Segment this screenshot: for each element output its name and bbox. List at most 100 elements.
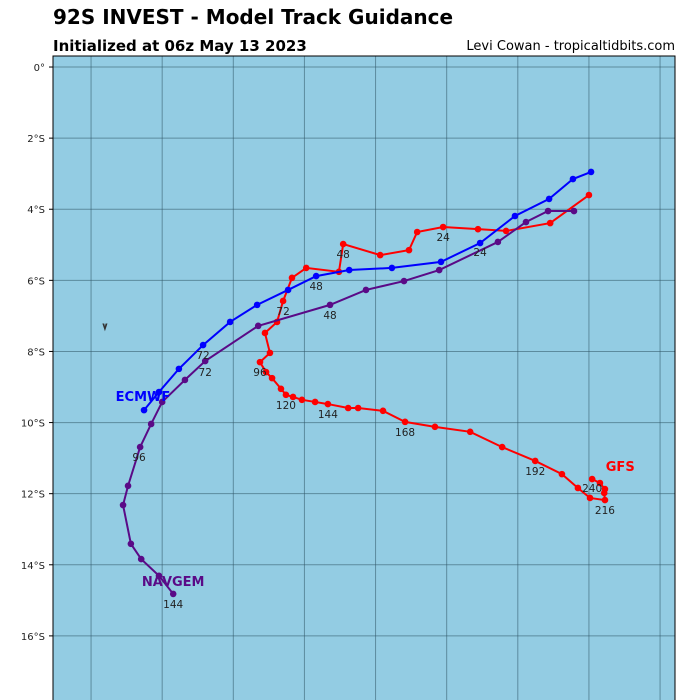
track-point-navgem [570, 207, 578, 215]
y-tick-label: 6°S [27, 276, 45, 287]
track-point-gfs [354, 404, 362, 412]
track-point-gfs [588, 475, 596, 483]
track-point-gfs [596, 479, 604, 487]
track-point-gfs [324, 400, 332, 408]
track-point-gfs [431, 423, 439, 431]
track-point-ecmwf [437, 258, 445, 266]
y-tick-label: 12°S [21, 490, 45, 501]
track-point-gfs [256, 358, 264, 366]
track-point-ecmwf [140, 406, 148, 414]
forecast-hour-label: 240 [582, 483, 602, 495]
track-point-navgem [544, 207, 552, 215]
forecast-hour-label: 96 [132, 452, 146, 464]
y-tick-label: 10°S [21, 419, 45, 430]
track-point-gfs [379, 407, 387, 415]
y-tick-label: 2°S [27, 134, 45, 145]
track-point-gfs [289, 393, 297, 401]
track-point-gfs [344, 404, 352, 412]
forecast-hour-label: 48 [309, 281, 322, 293]
track-point-gfs [546, 219, 554, 227]
track-point-gfs [474, 225, 482, 233]
forecast-hour-label: 72 [276, 306, 289, 318]
track-point-ecmwf [345, 266, 353, 274]
forecast-hour-label: 120 [276, 400, 296, 412]
y-tick-label: 4°S [27, 205, 45, 216]
track-point-gfs [288, 274, 296, 282]
forecast-hour-label: 216 [595, 505, 615, 517]
track-point-navgem [326, 301, 334, 309]
track-point-navgem [124, 482, 132, 490]
credit: Levi Cowan - tropicaltidbits.com [466, 39, 675, 54]
track-point-navgem [147, 420, 155, 428]
track-point-navgem [400, 277, 408, 285]
track-point-navgem [181, 376, 189, 384]
forecast-hour-label: 144 [163, 599, 183, 611]
track-point-navgem [254, 322, 262, 330]
track-point-ecmwf [253, 301, 261, 309]
forecast-hour-label: 72 [199, 367, 212, 379]
track-point-ecmwf [175, 365, 183, 373]
track-point-navgem [136, 443, 144, 451]
chart-title: 92S INVEST - Model Track Guidance [53, 5, 454, 29]
track-point-gfs [262, 368, 270, 376]
plot-frame [52, 55, 676, 700]
track-point-gfs [601, 485, 609, 493]
track-line-ecmwf [143, 170, 592, 411]
track-point-gfs [268, 374, 276, 382]
track-point-gfs [439, 223, 447, 231]
track-point-navgem [169, 590, 177, 598]
track-point-gfs [279, 297, 287, 305]
forecast-hour-label: 144 [318, 409, 338, 421]
model-name-label: GFS [606, 460, 635, 475]
track-line-navgem [122, 210, 575, 595]
forecast-hour-label: 48 [337, 249, 350, 261]
track-point-gfs [339, 240, 347, 248]
track-point-gfs [585, 191, 593, 199]
track-point-ecmwf [545, 195, 553, 203]
track-point-gfs [586, 494, 594, 502]
track-point-gfs [413, 228, 421, 236]
track-point-gfs [498, 443, 506, 451]
track-point-ecmwf [388, 264, 396, 272]
track-point-navgem [435, 266, 443, 274]
track-point-navgem [522, 218, 530, 226]
forecast-hour-label: 192 [525, 466, 545, 478]
track-point-gfs [601, 496, 609, 504]
y-tick-label: 14°S [21, 561, 45, 572]
track-point-gfs [282, 391, 290, 399]
model-name-label: ECMWF [116, 390, 171, 405]
init-time: Initialized at 06z May 13 2023 [53, 37, 307, 55]
track-point-ecmwf [226, 318, 234, 326]
y-tick-label: 8°S [27, 347, 45, 358]
forecast-hour-label: 72 [196, 350, 209, 362]
track-point-navgem [201, 357, 209, 365]
track-point-gfs [266, 349, 274, 357]
track-point-ecmwf [284, 286, 292, 294]
y-tick-label: 16°S [21, 632, 45, 643]
forecast-hour-label: 24 [473, 247, 487, 259]
track-point-gfs [502, 227, 510, 235]
track-point-gfs [302, 264, 310, 272]
forecast-hour-label: 48 [323, 310, 336, 322]
y-tick-label: 0° [34, 63, 45, 74]
track-point-navgem [137, 555, 145, 563]
track-point-ecmwf [312, 272, 320, 280]
track-point-ecmwf [476, 239, 484, 247]
track-point-navgem [155, 572, 163, 580]
forecast-hour-label: 96 [253, 367, 267, 379]
track-point-navgem [158, 398, 166, 406]
track-point-ecmwf [587, 168, 595, 176]
track-point-gfs [401, 418, 409, 426]
track-point-ecmwf [569, 175, 577, 183]
track-point-navgem [119, 501, 127, 509]
ocean-background [53, 56, 675, 700]
track-point-navgem [494, 238, 502, 246]
forecast-hour-label: 168 [395, 427, 415, 439]
track-point-gfs [277, 385, 285, 393]
model-name-label: NAVGEM [142, 575, 205, 590]
track-point-gfs [531, 457, 539, 465]
track-point-navgem [362, 286, 370, 294]
track-point-ecmwf [155, 388, 163, 396]
track-point-gfs [405, 246, 413, 254]
